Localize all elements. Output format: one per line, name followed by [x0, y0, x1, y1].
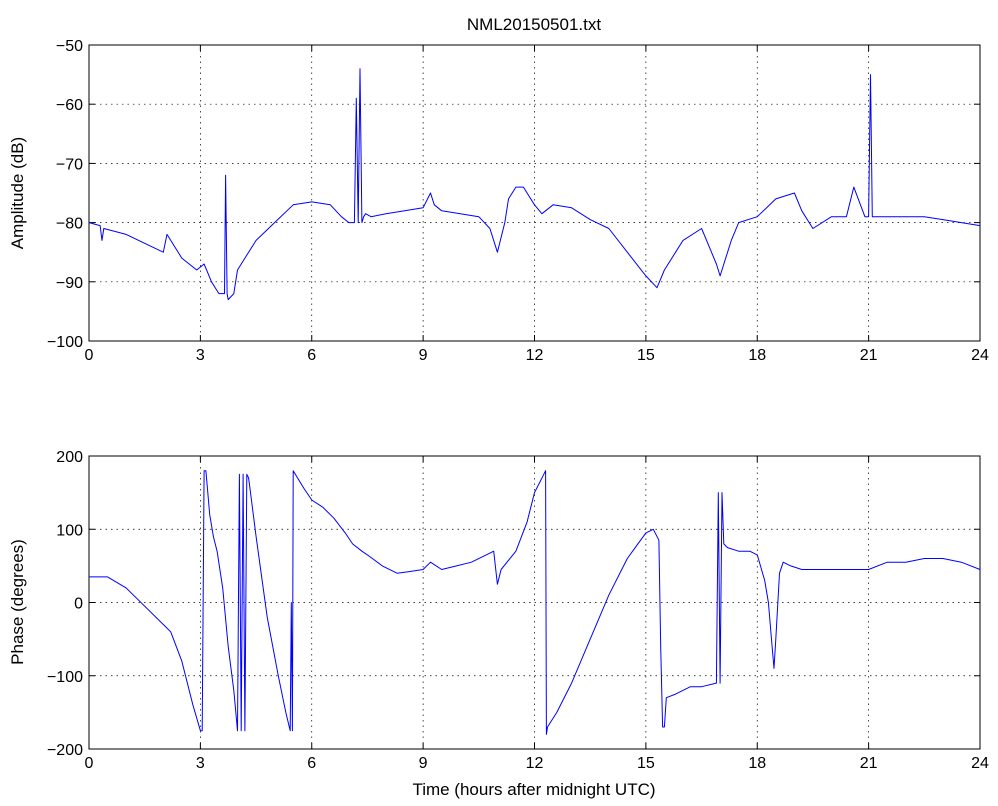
- phase-xtick-label: 9: [419, 755, 428, 772]
- amplitude-tick-labels: 0 3 6 9 12 15 18 21 24 −100 −90 −80 −70 −60 −50: [47, 38, 989, 364]
- phase-ytick-label: −200: [47, 742, 83, 759]
- phase-ylabel: Phase (degrees): [8, 539, 27, 665]
- amplitude-xtick-label: 24: [971, 347, 989, 364]
- amplitude-ytick-label: −70: [56, 156, 83, 173]
- amplitude-xtick-label: 21: [860, 347, 878, 364]
- phase-series-line: [89, 470, 981, 735]
- amplitude-xtick-label: 6: [307, 347, 316, 364]
- phase-xtick-label: 21: [860, 755, 878, 772]
- phase-chart: 0 3 6 9 12 15 18 21 24 −200 −100 0 100 200 Phase (deg…: [8, 449, 989, 799]
- phase-xtick-label: 3: [196, 755, 205, 772]
- phase-ytick-label: 100: [56, 522, 83, 539]
- phase-xtick-label: 12: [526, 755, 544, 772]
- phase-xtick-label: 6: [307, 755, 316, 772]
- amplitude-xtick-label: 15: [637, 347, 655, 364]
- phase-xtick-label: 0: [85, 755, 94, 772]
- amplitude-xtick-label: 12: [526, 347, 544, 364]
- amplitude-ytick-label: −90: [56, 275, 83, 292]
- amplitude-ytick-label: −100: [47, 334, 83, 351]
- phase-ticks: [88, 455, 981, 750]
- phase-xtick-label: 15: [637, 755, 655, 772]
- phase-xtick-label: 24: [971, 755, 989, 772]
- amplitude-chart: 0 3 6 9 12 15 18 21 24 −100 −90 −80 −70 −60 −50 Amplit…: [8, 38, 989, 364]
- amplitude-ticks: [88, 44, 981, 342]
- phase-ytick-label: −100: [47, 669, 83, 686]
- amplitude-series-line: [88, 68, 981, 301]
- amplitude-ylabel: Amplitude (dB): [8, 137, 27, 249]
- phase-xtick-label: 18: [748, 755, 766, 772]
- figure-title: NML20150501.txt: [467, 15, 601, 34]
- amplitude-ytick-label: −50: [56, 38, 83, 55]
- phase-ytick-label: 0: [74, 596, 83, 613]
- amplitude-grid: [89, 45, 980, 341]
- amplitude-plot-area: [88, 44, 981, 342]
- phase-xlabel: Time (hours after midnight UTC): [412, 780, 655, 799]
- amplitude-xtick-label: 9: [419, 347, 428, 364]
- amplitude-ytick-label: −60: [56, 97, 83, 114]
- amplitude-ytick-label: −80: [56, 216, 83, 233]
- amplitude-xtick-label: 18: [748, 347, 766, 364]
- phase-ytick-label: 200: [56, 449, 83, 466]
- amplitude-xtick-label: 3: [196, 347, 205, 364]
- phase-tick-labels: 0 3 6 9 12 15 18 21 24 −200 −100 0 100 200: [47, 449, 989, 772]
- amplitude-xtick-label: 0: [85, 347, 94, 364]
